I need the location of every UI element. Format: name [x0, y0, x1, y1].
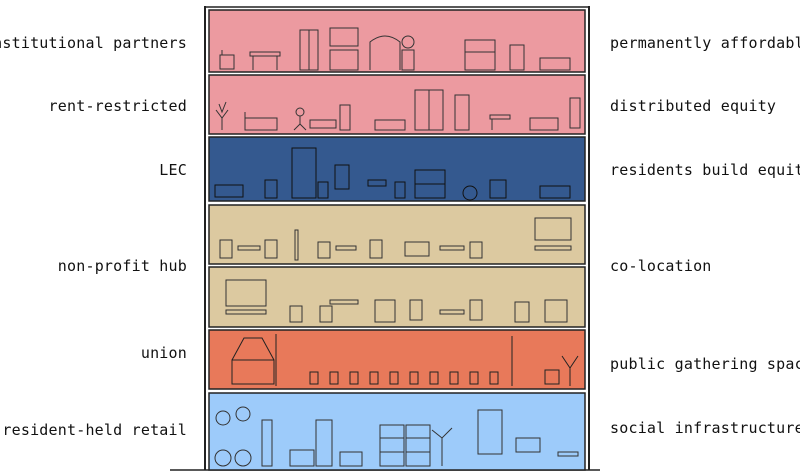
floor-band-non-profit-lower — [208, 266, 586, 328]
floor-band-permanently-affordable — [208, 9, 586, 73]
left-label-union: union — [140, 344, 187, 362]
left-label-lec: LEC — [159, 161, 187, 179]
floor-band-rent-restricted — [208, 74, 586, 135]
right-label-distributed-equity: distributed equity — [610, 97, 777, 115]
furniture-floor-6 — [215, 89, 581, 131]
right-label-public-gathering-space: public gathering space — [610, 355, 800, 373]
furniture-floor-5 — [214, 147, 571, 201]
right-label-residents-build-equity: residents build equity — [610, 161, 800, 179]
furniture-floor-4 — [219, 217, 572, 261]
floor-band-lec — [208, 136, 586, 202]
furniture-floor-3 — [225, 279, 568, 323]
floor-band-retail — [208, 392, 586, 471]
right-label-social-infrastructure: social infrastructure — [610, 419, 800, 437]
left-label-institutional-partners: institutional partners — [0, 34, 187, 52]
right-label-co-location: co-location — [610, 257, 712, 275]
furniture-floor-2 — [231, 334, 579, 386]
floor-band-non-profit-upper — [208, 204, 586, 265]
right-label-permanently-affordable: permanently affordable — [610, 34, 800, 52]
furniture-floor-7 — [219, 27, 571, 71]
left-label-rent-restricted: rent-restricted — [48, 97, 187, 115]
left-label-non-profit-hub: non-profit hub — [57, 257, 187, 275]
left-label-resident-held-retail: resident-held retail — [2, 421, 187, 439]
furniture-floor-1 — [214, 406, 579, 467]
